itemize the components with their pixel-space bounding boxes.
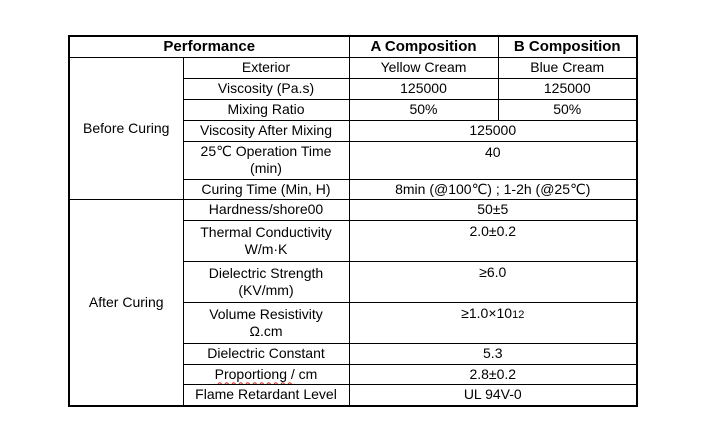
property-exterior: Exterior [182,56,350,79]
property-mixing-ratio: Mixing Ratio [182,98,350,121]
row-thermal-conductivity: Thermal Conductivity W/m·K 2.0±0.2 [69,219,638,262]
property-viscosity: Viscosity (Pa.s) [182,77,350,100]
value-thermal-conductivity: 2.0±0.2 [348,219,638,262]
header-performance: Performance [68,35,350,58]
property-thermal-conductivity-line1: Thermal Conductivity [200,223,332,240]
value-hardness: 50±5 [348,198,638,221]
performance-table: Performance A Composition B Composition … [68,35,638,407]
property-dielectric-strength-line1: Dielectric Strength [208,264,324,281]
property-flame-retardant: Flame Retardant Level [182,383,350,407]
property-dielectric-strength-line2: (KV/mm) [238,281,294,298]
property-operation-time: 25℃ Operation Time (min) [182,140,350,180]
value-mixing-ratio-a: 50% [348,98,499,121]
property-operation-time-line2: (min) [250,160,282,176]
property-volume-resistivity-line2: Ω.cm [249,322,283,339]
property-operation-time-line1: 25℃ Operation Time [200,143,332,159]
property-dielectric-strength: Dielectric Strength (KV/mm) [182,260,350,303]
header-a-composition: A Composition [348,35,499,58]
property-curing-time: Curing Time (Min, H) [182,178,350,200]
property-volume-resistivity-line1: Volume Resistivity [209,305,323,322]
value-viscosity-b: 125000 [497,77,638,100]
row-hardness: After Curing Hardness/shore00 50±5 [68,198,638,407]
row-curing-time: Curing Time (Min, H) 8min (@100℃) ; 1-2h… [69,178,638,200]
value-volume-resistivity: ≥1.0×1012 [348,301,638,344]
property-viscosity-after-mixing: Viscosity After Mixing [182,119,350,142]
value-proportion: 2.8±0.2 [348,363,638,385]
exponent-text: 12 [512,308,525,321]
header-b-composition: B Composition [497,35,638,58]
row-dielectric-strength: Dielectric Strength (KV/mm) ≥6.0 [69,260,638,303]
group-after-curing: After Curing [68,198,184,407]
row-exterior: Before Curing Exterior Yellow Cream Blue… [68,56,638,200]
value-dielectric-strength: ≥6.0 [348,260,638,303]
value-flame-retardant: UL 94V-0 [348,383,638,407]
value-exterior-a: Yellow Cream [348,56,499,79]
value-dielectric-constant: 5.3 [348,342,638,365]
property-hardness: Hardness/shore00 [182,198,350,221]
value-viscosity-after-mixing: 125000 [348,119,638,142]
value-operation-time: 40 [348,140,638,180]
property-volume-resistivity: Volume Resistivity Ω.cm [182,301,350,344]
property-proportion: Proportiong / cm [182,363,350,385]
value-viscosity-a: 125000 [348,77,499,100]
value-exterior-b: Blue Cream [497,56,638,79]
misspelled-word: Proportiong / [214,365,295,382]
property-thermal-conductivity-line2: W/m·K [244,240,288,257]
row-flame-retardant: Flame Retardant Level UL 94V-0 [69,383,638,407]
row-mixing-ratio: Mixing Ratio 50% 50% [69,98,638,121]
value-curing-time: 8min (@100℃) ; 1-2h (@25℃) [348,178,638,200]
property-proportion-rest: cm [294,365,318,382]
group-before-curing: Before Curing [68,56,184,200]
row-volume-resistivity: Volume Resistivity Ω.cm ≥1.0×1012 [69,301,638,344]
table-header-row: Performance A Composition B Composition [68,35,638,58]
value-mixing-ratio-b: 50% [497,98,638,121]
property-thermal-conductivity: Thermal Conductivity W/m·K [182,219,350,262]
property-dielectric-constant: Dielectric Constant [182,342,350,365]
row-operation-time: 25℃ Operation Time (min) 40 [69,140,638,180]
